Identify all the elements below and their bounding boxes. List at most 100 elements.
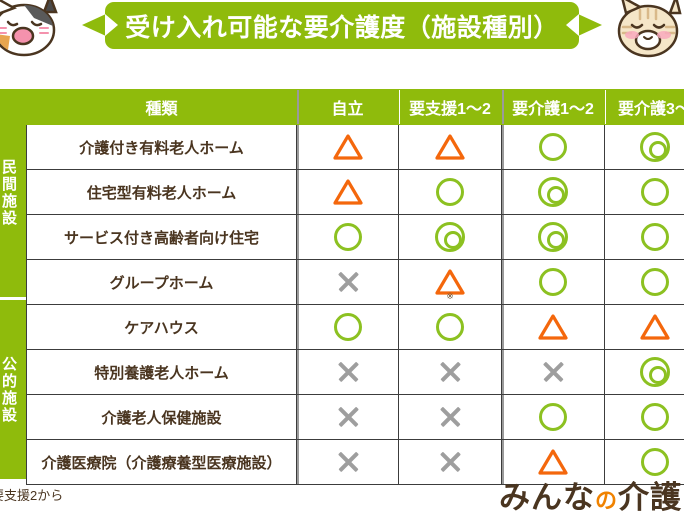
facility-name-cell: 介護付き有料老人ホーム (26, 124, 297, 170)
facility-name-cell: 介護医療院（介護療養型医療施設） (26, 439, 297, 485)
facility-name-cell: 特別養護老人ホーム (26, 349, 297, 395)
table-row: 特別養護老人ホーム (26, 349, 684, 395)
group-label-column: 民間施設 公的施設 (0, 89, 26, 479)
mark-cell (604, 169, 684, 215)
footnote-marker: ※ (446, 291, 454, 301)
column-header-independent: 自立 (296, 89, 399, 125)
table-row: 住宅型有料老人ホーム (26, 169, 684, 215)
mark-double-circle-icon (639, 357, 670, 387)
mark-cell (604, 214, 684, 260)
capability-table: 民間施設 公的施設 種類 自立 要支援1〜2 要介護1〜2 要介護3〜 介護付き… (0, 89, 684, 485)
mark-cell (398, 169, 502, 215)
mark-triangle-icon (434, 268, 466, 296)
table-row: 介護付き有料老人ホーム (26, 124, 684, 170)
mark-circle-icon (640, 223, 669, 251)
mark-triangle-icon (537, 313, 569, 341)
facility-name-cell: サービス付き高齢者向け住宅 (26, 214, 297, 260)
mark-circle-icon (640, 448, 669, 476)
mark-cell (501, 304, 605, 350)
facility-name-cell: ケアハウス (26, 304, 297, 350)
group-label-private-text: 民間施設 (0, 159, 17, 227)
mark-triangle-icon (639, 313, 671, 341)
mark-cell (398, 214, 502, 260)
mark-circle-icon (436, 178, 464, 206)
facility-name-cell: 介護老人保健施設 (26, 394, 297, 440)
mark-cross-icon (436, 403, 464, 431)
mark-cell (398, 124, 502, 170)
mark-circle-icon (640, 403, 669, 431)
site-logo: みんなの介護 (498, 481, 682, 513)
table-row: 介護老人保健施設 (26, 394, 684, 440)
logo-text-accent: の (594, 488, 618, 513)
mark-cross-icon (436, 448, 464, 476)
mark-circle-icon (436, 313, 464, 341)
footnote-text: 要支援2から (0, 488, 64, 503)
column-header-care-3-plus: 要介護3〜 (604, 89, 684, 125)
mark-cell (398, 394, 502, 440)
page-header: 受け入れ可能な要介護度（施設種別） (0, 0, 684, 62)
table-row: 介護医療院（介護療養型医療施設） (26, 439, 684, 485)
mark-cell (296, 439, 399, 485)
table-header-row: 種類 自立 要支援1〜2 要介護1〜2 要介護3〜 (26, 89, 684, 125)
mark-triangle-icon (434, 133, 466, 161)
mark-cell (296, 259, 399, 305)
mark-double-circle-icon (639, 132, 670, 162)
mark-double-circle-icon (538, 177, 568, 207)
ribbon-tail-right-icon (578, 14, 602, 36)
tabby-cat-icon (614, 0, 684, 60)
mark-cell (501, 349, 605, 395)
mark-cell (604, 349, 684, 395)
mark-cell (501, 169, 605, 215)
mark-circle-icon (539, 268, 567, 296)
ribbon-notch-right-icon (566, 14, 579, 36)
mark-cell (296, 349, 399, 395)
title-ribbon: 受け入れ可能な要介護度（施設種別） (80, 2, 604, 49)
mark-cross-icon (539, 358, 567, 386)
mark-cell (604, 124, 684, 170)
mark-triangle-icon (332, 133, 364, 161)
mark-double-circle-icon (538, 222, 568, 252)
mark-cell: ※ (398, 259, 502, 305)
group-label-private: 民間施設 (0, 89, 26, 297)
mark-cell (398, 304, 502, 350)
facility-name-cell: グループホーム (26, 259, 297, 305)
mark-cell (296, 124, 399, 170)
mark-cell (398, 349, 502, 395)
table-row: グループホーム ※ (26, 259, 684, 305)
mark-cell (604, 439, 684, 485)
mark-cell (296, 214, 399, 260)
column-header-support-1-2: 要支援1〜2 (398, 89, 502, 125)
mark-cell (501, 214, 605, 260)
ribbon-body (105, 2, 579, 49)
ribbon-tail-left-icon (82, 14, 106, 36)
table-body: 介護付き有料老人ホーム 住宅型有料老人ホーム サービス付き高齢者向け住宅 グループホー… (26, 124, 684, 485)
ribbon-notch-left-icon (105, 14, 118, 36)
mark-cross-icon (334, 403, 362, 431)
mark-cell (296, 169, 399, 215)
page-footer: 要支援2から みんなの介護 (0, 481, 684, 513)
mark-cell (296, 304, 399, 350)
group-label-public-text: 公的施設 (0, 355, 17, 424)
page-title: 受け入れ可能な要介護度（施設種別） (125, 13, 559, 42)
logo-text-part2: 介護 (618, 481, 682, 513)
mark-triangle-icon (537, 448, 569, 476)
logo-text-part1: みんな (498, 481, 595, 513)
group-label-public: 公的施設 (0, 300, 26, 479)
table-row: ケアハウス (26, 304, 684, 350)
mark-circle-icon (539, 403, 567, 431)
mark-cell (398, 439, 502, 485)
mark-cell (604, 259, 684, 305)
mark-circle-icon (539, 133, 567, 161)
mark-cell (604, 394, 684, 440)
mark-cross-icon (436, 358, 464, 386)
facility-matrix-table: 種類 自立 要支援1〜2 要介護1〜2 要介護3〜 介護付き有料老人ホーム 住宅型… (26, 89, 684, 485)
mark-cell (604, 304, 684, 350)
facility-name-cell: 住宅型有料老人ホーム (26, 169, 297, 215)
calico-cat-icon (0, 0, 66, 60)
mark-cell (501, 439, 605, 485)
mark-circle-icon (640, 268, 669, 296)
mark-cell (501, 394, 605, 440)
column-header-care-1-2: 要介護1〜2 (501, 89, 605, 125)
mark-circle-icon (640, 178, 669, 206)
mark-cross-icon (334, 358, 362, 386)
